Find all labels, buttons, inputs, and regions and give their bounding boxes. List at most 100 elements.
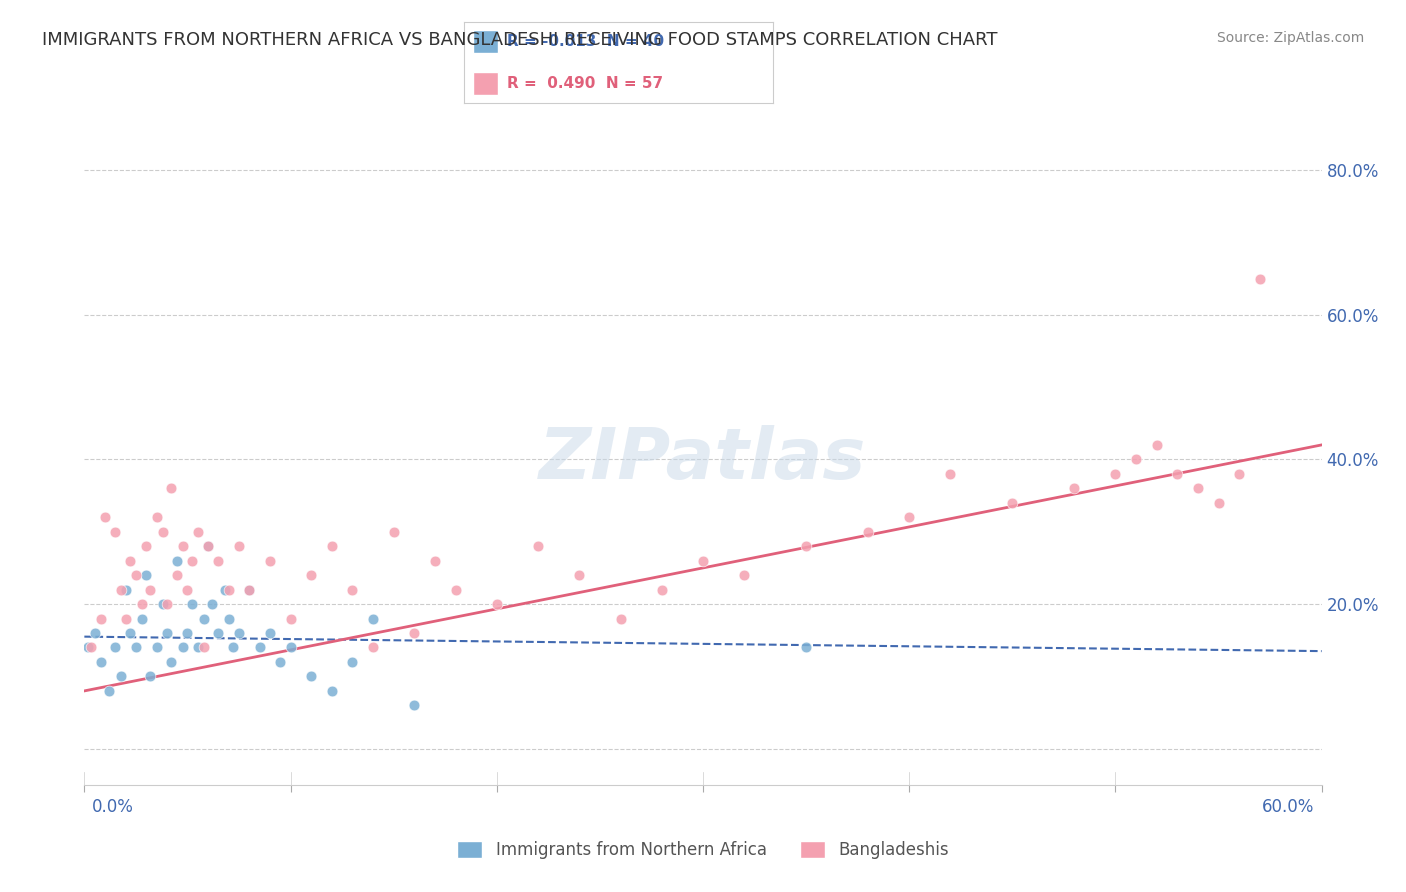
Point [77, 640, 100, 655]
Point [156, 626, 179, 640]
Legend: Immigrants from Northern Africa, Bangladeshis: Immigrants from Northern Africa, Banglad… [450, 834, 956, 866]
Point [218, 611, 240, 625]
Point [249, 640, 271, 655]
Point [110, 582, 132, 597]
Point [299, 669, 322, 683]
Text: Source: ZipAtlas.com: Source: ZipAtlas.com [1216, 31, 1364, 45]
Point [382, 524, 405, 539]
Point [733, 568, 755, 582]
Point [214, 582, 236, 597]
Point [193, 640, 215, 655]
Point [939, 467, 962, 481]
Point [90, 611, 112, 625]
Point [83, 626, 105, 640]
Point [139, 669, 162, 683]
Point [1187, 481, 1209, 495]
Bar [474, 72, 498, 95]
Point [856, 524, 879, 539]
Point [342, 655, 364, 669]
Point [794, 539, 817, 553]
Point [361, 640, 384, 655]
Point [238, 582, 260, 597]
Point [135, 539, 157, 553]
Point [280, 611, 302, 625]
Point [104, 524, 127, 539]
Text: 60.0%: 60.0% [1263, 797, 1315, 815]
Point [145, 640, 167, 655]
Point [1063, 481, 1085, 495]
Point [118, 626, 141, 640]
Point [187, 524, 209, 539]
Point [218, 582, 240, 597]
Point [197, 539, 219, 553]
Point [207, 554, 229, 568]
Point [114, 611, 136, 625]
Point [321, 539, 343, 553]
Point [1125, 452, 1147, 467]
Point [794, 640, 817, 655]
Point [172, 539, 194, 553]
Point [139, 582, 162, 597]
Bar [474, 30, 498, 53]
Point [79, 640, 101, 655]
Point [299, 568, 322, 582]
Point [176, 582, 198, 597]
Text: ZIPatlas: ZIPatlas [540, 425, 866, 494]
Point [222, 640, 245, 655]
Point [166, 568, 188, 582]
Point [94, 510, 117, 524]
Point [609, 611, 631, 625]
Point [238, 582, 260, 597]
Point [114, 582, 136, 597]
Point [404, 698, 426, 713]
Point [1227, 467, 1250, 481]
Point [527, 539, 550, 553]
Point [110, 669, 132, 683]
Point [135, 568, 157, 582]
Point [201, 597, 224, 611]
Point [180, 554, 202, 568]
Point [404, 626, 426, 640]
Text: 0.0%: 0.0% [91, 797, 134, 815]
Point [280, 640, 302, 655]
Point [259, 626, 281, 640]
Text: R =  0.490  N = 57: R = 0.490 N = 57 [508, 76, 664, 91]
Point [1166, 467, 1188, 481]
Point [1001, 496, 1024, 510]
Point [361, 611, 384, 625]
Text: R = -0.013  N = 40: R = -0.013 N = 40 [508, 34, 665, 49]
Point [160, 655, 183, 669]
Point [444, 582, 467, 597]
Point [156, 597, 179, 611]
Point [197, 539, 219, 553]
Point [259, 554, 281, 568]
Point [104, 640, 127, 655]
Point [125, 640, 148, 655]
Point [176, 626, 198, 640]
Point [1104, 467, 1126, 481]
Point [1146, 438, 1168, 452]
Point [125, 568, 148, 582]
Point [1249, 271, 1271, 285]
Point [145, 510, 167, 524]
Point [485, 597, 508, 611]
Point [193, 611, 215, 625]
Point [1208, 496, 1230, 510]
Point [131, 597, 153, 611]
Point [207, 626, 229, 640]
Point [269, 655, 291, 669]
Point [166, 554, 188, 568]
Point [90, 655, 112, 669]
Point [898, 510, 921, 524]
Point [228, 626, 250, 640]
Point [131, 611, 153, 625]
Point [118, 554, 141, 568]
Point [342, 582, 364, 597]
Point [568, 568, 591, 582]
Point [692, 554, 714, 568]
Point [187, 640, 209, 655]
Point [180, 597, 202, 611]
Point [172, 640, 194, 655]
Point [152, 597, 174, 611]
Point [152, 524, 174, 539]
